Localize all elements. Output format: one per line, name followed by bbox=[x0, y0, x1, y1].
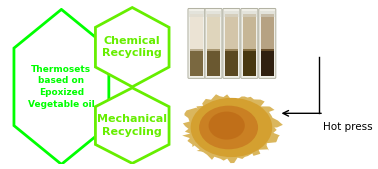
Text: Mechanical
Recycling: Mechanical Recycling bbox=[97, 114, 167, 137]
Bar bbox=[207, 49, 220, 76]
Bar bbox=[207, 14, 220, 51]
FancyBboxPatch shape bbox=[259, 8, 276, 78]
Text: Hot press: Hot press bbox=[323, 123, 373, 132]
Bar bbox=[242, 11, 257, 17]
Polygon shape bbox=[14, 9, 109, 164]
Bar bbox=[206, 11, 221, 17]
Ellipse shape bbox=[191, 98, 272, 157]
Bar bbox=[190, 49, 203, 76]
FancyBboxPatch shape bbox=[223, 8, 240, 78]
Bar bbox=[190, 14, 203, 51]
Ellipse shape bbox=[199, 106, 258, 149]
Bar bbox=[243, 49, 256, 76]
FancyBboxPatch shape bbox=[205, 8, 222, 78]
Bar bbox=[261, 14, 274, 51]
Bar bbox=[225, 49, 238, 76]
Polygon shape bbox=[95, 7, 169, 87]
Ellipse shape bbox=[209, 112, 245, 140]
Bar bbox=[243, 14, 256, 51]
Bar bbox=[189, 11, 204, 17]
Polygon shape bbox=[95, 88, 169, 163]
Polygon shape bbox=[182, 94, 283, 163]
Text: Chemical
Recycling: Chemical Recycling bbox=[102, 36, 162, 58]
Text: Thermosets
based on
Epoxized
Vegetable oil: Thermosets based on Epoxized Vegetable o… bbox=[28, 65, 95, 109]
FancyBboxPatch shape bbox=[241, 8, 258, 78]
Bar bbox=[260, 11, 275, 17]
Bar bbox=[224, 11, 239, 17]
FancyBboxPatch shape bbox=[188, 8, 205, 78]
Bar bbox=[225, 14, 238, 51]
Bar bbox=[261, 49, 274, 76]
